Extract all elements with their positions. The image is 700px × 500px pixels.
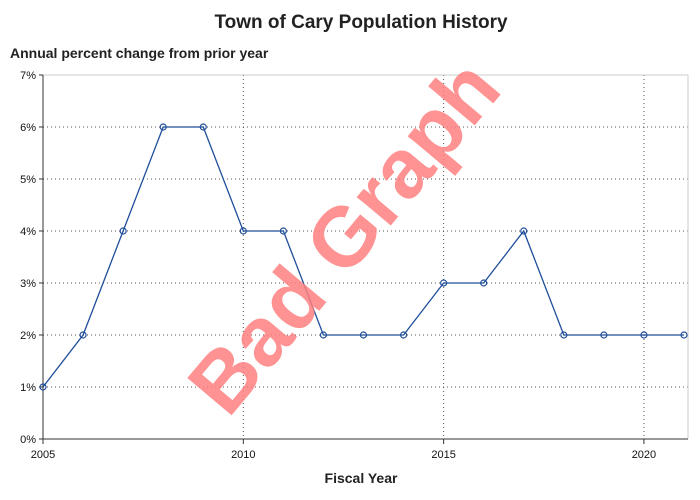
data-point [680, 331, 688, 339]
y-tick-label: 2% [20, 330, 36, 342]
y-tick-label: 0% [20, 434, 36, 446]
y-tick-label: 5% [20, 174, 36, 186]
data-point [319, 331, 328, 339]
x-tick-label: 2005 [31, 449, 55, 461]
axes [39, 74, 689, 444]
data-point [239, 227, 247, 235]
data-point [480, 279, 488, 287]
data-point [640, 331, 648, 339]
data-point [440, 279, 448, 287]
data-point [79, 331, 87, 339]
y-tick-label: 6% [20, 122, 36, 134]
y-tick-label: 4% [20, 226, 36, 238]
data-point [159, 123, 167, 131]
data-point [119, 227, 127, 235]
data-point [560, 331, 568, 339]
chart-subtitle: Annual percent change from prior year [10, 45, 269, 61]
chart-title: Town of Cary Population History [214, 12, 508, 33]
data-point [199, 123, 207, 131]
data-point [39, 383, 47, 391]
data-point [359, 331, 368, 339]
y-tick-label: 1% [20, 382, 36, 394]
data-point [520, 227, 528, 235]
data-point [399, 331, 408, 339]
x-tick-label: 2020 [632, 449, 656, 461]
x-axis-title: Fiscal Year [325, 470, 398, 486]
data-point [600, 331, 608, 339]
y-tick-label: 7% [20, 70, 36, 82]
series-line [42, 126, 684, 388]
x-tick-label: 2015 [431, 449, 455, 461]
y-tick-label: 3% [20, 278, 36, 290]
data-point [279, 227, 287, 235]
y-tick-labels: 0% 1% 2% 3% 4% 5% 6% 7% [20, 70, 36, 446]
data-markers [39, 123, 688, 391]
x-tick-labels: 2005 2010 2015 2020 [31, 449, 656, 461]
x-tick-label: 2010 [231, 449, 255, 461]
watermark-text: Bad Graph [170, 42, 518, 431]
series-line-path [42, 126, 684, 388]
